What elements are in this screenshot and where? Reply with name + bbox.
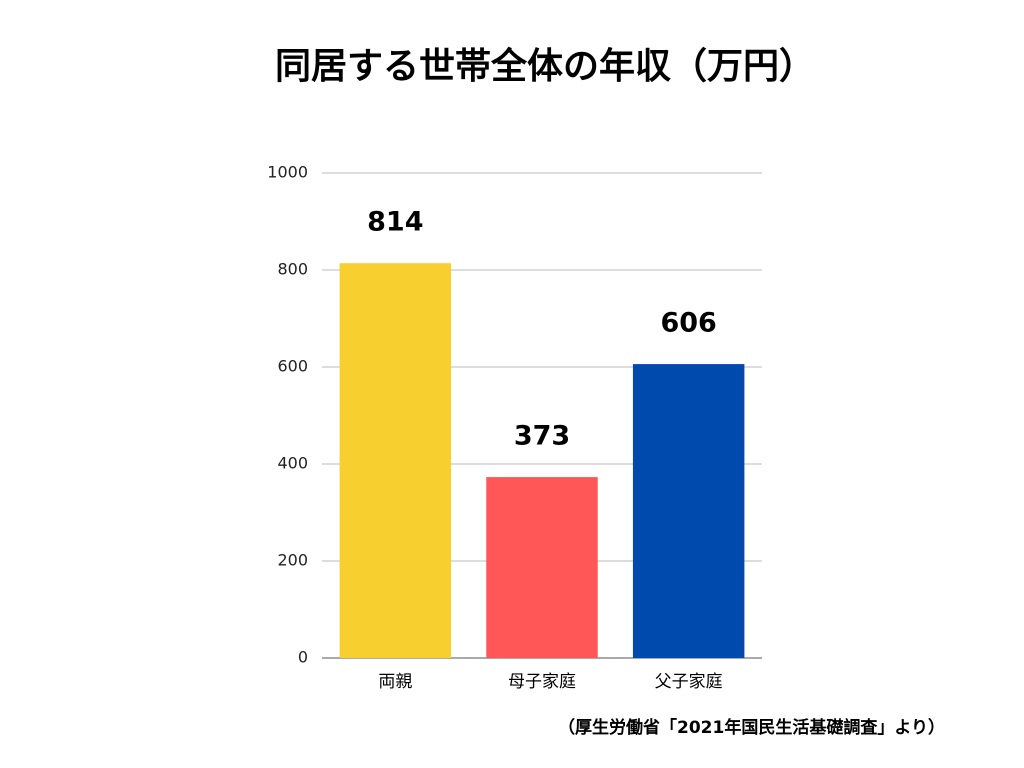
bar [339, 263, 452, 658]
data-label: 373 [514, 421, 570, 452]
y-tick-label: 800 [277, 260, 308, 279]
y-tick-label: 400 [277, 454, 308, 473]
y-tick-label: 200 [277, 551, 308, 570]
data-label: 606 [660, 308, 716, 339]
bar [486, 477, 598, 658]
x-tick-label: 母子家庭 [508, 672, 576, 692]
source-note: （厚生労働省「2021年国民生活基礎調査」より） [558, 717, 945, 738]
data-label: 814 [367, 207, 423, 238]
y-tick-label: 600 [277, 357, 308, 376]
x-tick-label: 両親 [378, 672, 412, 692]
y-tick-label: 1000 [267, 163, 308, 182]
x-tick-label: 父子家庭 [655, 672, 723, 692]
y-tick-label: 0 [298, 648, 308, 667]
chart-title: 同居する世帯全体の年収（万円） [275, 45, 815, 87]
bar [632, 364, 745, 658]
